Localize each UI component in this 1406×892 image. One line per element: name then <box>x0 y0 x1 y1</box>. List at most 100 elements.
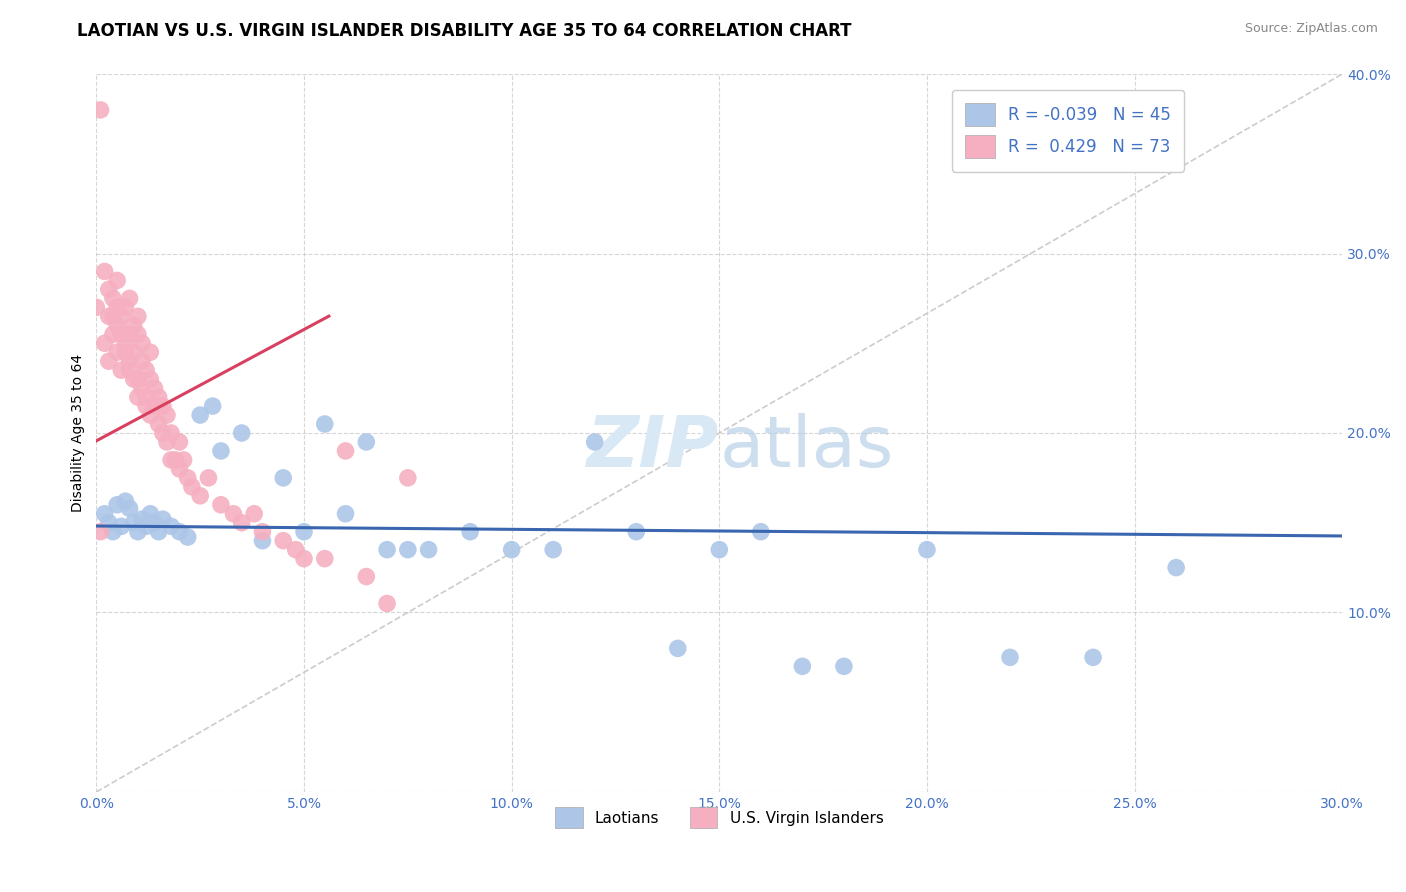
Point <box>93 264 115 278</box>
Point <box>139 408 162 422</box>
Point <box>197 471 219 485</box>
Point <box>375 542 398 557</box>
Point <box>122 516 145 530</box>
Point <box>501 542 523 557</box>
Point <box>152 512 174 526</box>
Point <box>152 425 174 440</box>
Point <box>160 519 183 533</box>
Point <box>749 524 772 539</box>
Point <box>101 292 124 306</box>
Point <box>105 498 128 512</box>
Point <box>165 453 187 467</box>
Point <box>396 542 419 557</box>
Point <box>110 310 132 324</box>
Point <box>127 327 149 342</box>
Point <box>139 372 162 386</box>
Point <box>418 542 440 557</box>
Point <box>188 489 211 503</box>
Point <box>169 462 191 476</box>
Point <box>122 372 145 386</box>
Point <box>97 516 120 530</box>
Point <box>148 390 170 404</box>
Point <box>209 444 232 458</box>
Point <box>201 399 224 413</box>
Point <box>177 530 200 544</box>
Point <box>314 551 336 566</box>
Point <box>97 354 120 368</box>
Point <box>135 399 157 413</box>
Point <box>160 425 183 440</box>
Point <box>86 301 108 315</box>
Point <box>231 516 253 530</box>
Point <box>314 417 336 431</box>
Point <box>156 434 179 449</box>
Point <box>180 480 202 494</box>
Point <box>89 524 111 539</box>
Point <box>101 310 124 324</box>
Point <box>356 569 378 583</box>
Point <box>118 363 141 377</box>
Point <box>143 399 166 413</box>
Point <box>131 336 153 351</box>
Point <box>110 363 132 377</box>
Point <box>292 551 315 566</box>
Point <box>122 345 145 359</box>
Point <box>131 512 153 526</box>
Point <box>222 507 245 521</box>
Point <box>209 498 232 512</box>
Point <box>1081 650 1104 665</box>
Point <box>458 524 481 539</box>
Point <box>271 471 294 485</box>
Point <box>118 501 141 516</box>
Point <box>127 310 149 324</box>
Point <box>292 524 315 539</box>
Point <box>93 507 115 521</box>
Point <box>105 318 128 333</box>
Point <box>396 471 419 485</box>
Point <box>284 542 307 557</box>
Point <box>271 533 294 548</box>
Point <box>356 434 378 449</box>
Point <box>252 524 274 539</box>
Text: LAOTIAN VS U.S. VIRGIN ISLANDER DISABILITY AGE 35 TO 64 CORRELATION CHART: LAOTIAN VS U.S. VIRGIN ISLANDER DISABILI… <box>77 22 852 40</box>
Text: atlas: atlas <box>720 413 894 482</box>
Point <box>243 507 266 521</box>
Point <box>666 641 689 656</box>
Point <box>118 354 141 368</box>
Point <box>148 399 170 413</box>
Point <box>148 417 170 431</box>
Point <box>114 345 136 359</box>
Point <box>105 301 128 315</box>
Point <box>122 318 145 333</box>
Text: ZIP: ZIP <box>588 413 720 482</box>
Point <box>114 336 136 351</box>
Point <box>541 542 564 557</box>
Point <box>998 650 1021 665</box>
Point <box>709 542 731 557</box>
Point <box>1166 560 1188 574</box>
Point <box>626 524 648 539</box>
Point <box>101 327 124 342</box>
Point <box>169 434 191 449</box>
Point <box>169 524 191 539</box>
Point <box>118 327 141 342</box>
Point <box>127 524 149 539</box>
Point <box>135 390 157 404</box>
Point <box>143 381 166 395</box>
Point <box>135 363 157 377</box>
Point <box>131 381 153 395</box>
Point <box>335 444 357 458</box>
Y-axis label: Disability Age 35 to 64: Disability Age 35 to 64 <box>72 354 86 512</box>
Point <box>252 533 274 548</box>
Point <box>127 390 149 404</box>
Point <box>335 507 357 521</box>
Point <box>139 507 162 521</box>
Point <box>127 372 149 386</box>
Point <box>160 453 183 467</box>
Point <box>915 542 938 557</box>
Point <box>375 597 398 611</box>
Point <box>152 399 174 413</box>
Point <box>231 425 253 440</box>
Point <box>105 273 128 287</box>
Point <box>110 519 132 533</box>
